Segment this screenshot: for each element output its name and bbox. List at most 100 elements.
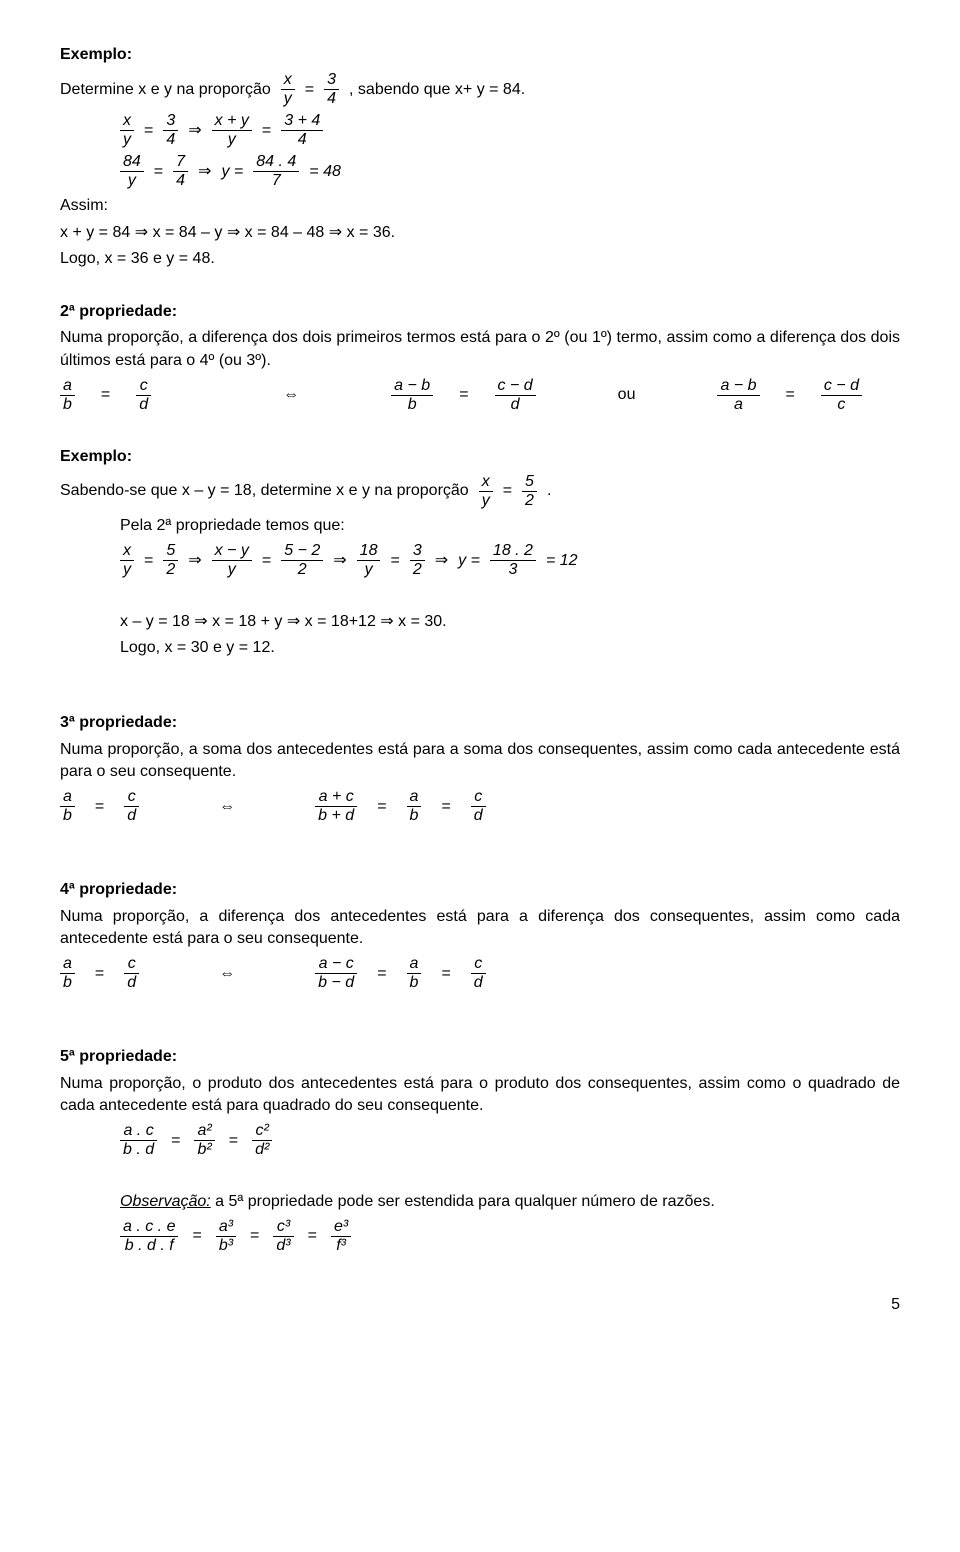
prop5-obs: Observação: a 5ª propriedade pode ser es… <box>120 1191 900 1213</box>
frac: 52 <box>522 474 537 509</box>
frac: cd <box>136 378 151 413</box>
eq: = <box>459 384 468 406</box>
eq: = <box>262 120 271 142</box>
frac: 32 <box>410 543 425 578</box>
frac: 84y <box>120 154 144 189</box>
prop5-text: Numa proporção, o produto dos antecedent… <box>60 1073 900 1118</box>
frac: a . c . eb . d . f <box>120 1219 178 1254</box>
frac: cd <box>471 789 486 824</box>
eq: = <box>95 963 104 985</box>
ex1-intro-pre: Determine x e y na proporção <box>60 79 271 101</box>
frac: a − cb − d <box>315 956 357 991</box>
prop2-formula: ab = cd a − bb = c − dd ou a − ba = c − … <box>60 378 900 413</box>
prop3-heading: 3ª propriedade: <box>60 712 900 734</box>
implies-icon <box>198 161 211 183</box>
page-number: 5 <box>60 1294 900 1316</box>
obs-label: Observação: <box>120 1193 211 1210</box>
frac: 34 <box>163 113 178 148</box>
frac: ab <box>60 956 75 991</box>
frac: a . cb . d <box>120 1123 157 1158</box>
prop5-formula: a . cb . d = a²b² = c²d² <box>120 1123 900 1158</box>
y-eq: y = <box>458 550 480 572</box>
frac: cd <box>471 956 486 991</box>
prop3-formula: ab = cd a + cb + d = ab = cd <box>60 789 900 824</box>
frac: cd <box>124 956 139 991</box>
ex2-intro-pre: Sabendo-se que x – y = 18, determine x e… <box>60 480 469 502</box>
ex2-intro-post: . <box>547 480 551 502</box>
eq: = <box>503 480 512 502</box>
frac: c³d³ <box>273 1219 293 1254</box>
frac: 5 − 22 <box>281 543 323 578</box>
eq: = <box>377 963 386 985</box>
frac: c²d² <box>252 1123 272 1158</box>
frac: a²b² <box>194 1123 214 1158</box>
eq: = <box>250 1225 259 1247</box>
frac: a³b³ <box>216 1219 236 1254</box>
frac: ab <box>60 378 75 413</box>
eq: = <box>441 796 450 818</box>
frac: 74 <box>173 154 188 189</box>
prop2-heading: 2ª propriedade: <box>60 301 900 323</box>
ex1-frac1: xy <box>281 72 295 107</box>
frac: ab <box>407 789 422 824</box>
eq: = <box>377 796 386 818</box>
eq: = <box>262 550 271 572</box>
ex1-step1: xy = 34 x + yy = 3 + 44 <box>120 113 900 148</box>
frac: xy <box>120 543 134 578</box>
frac: e³f³ <box>331 1219 351 1254</box>
eq: = <box>154 161 163 183</box>
y-eq: y = <box>221 161 243 183</box>
eq: = <box>192 1225 201 1247</box>
iff-icon <box>219 963 235 985</box>
ex1-eq1: = <box>305 79 314 101</box>
frac: 18 . 23 <box>490 543 536 578</box>
frac: a − bb <box>391 378 433 413</box>
frac: x + yy <box>212 113 252 148</box>
implies-icon <box>188 120 201 142</box>
frac: a − ba <box>717 378 759 413</box>
frac: ab <box>60 789 75 824</box>
ex1-frac2: 34 <box>324 72 339 107</box>
eq: = <box>144 120 153 142</box>
frac: cd <box>124 789 139 824</box>
ex2-steps: xy = 52 x − yy = 5 − 22 18y = 32 y = 18 … <box>120 543 900 578</box>
obs-text: a 5ª propriedade pode ser estendida para… <box>211 1193 715 1210</box>
prop3-text: Numa proporção, a soma dos antecedentes … <box>60 739 900 784</box>
eq: = <box>390 550 399 572</box>
frac: c − dd <box>495 378 536 413</box>
ex2-heading: Exemplo: <box>60 446 900 468</box>
frac: 52 <box>163 543 178 578</box>
prop5-heading: 5ª propriedade: <box>60 1046 900 1068</box>
ex1-step2: 84y = 74 y = 84 . 47 = 48 <box>120 154 900 189</box>
eq: = <box>229 1130 238 1152</box>
ex1-assim: Assim: <box>60 195 900 217</box>
ex1-line3: x + y = 84 ⇒ x = 84 – y ⇒ x = 84 – 48 ⇒ … <box>60 222 900 244</box>
implies-icon <box>435 550 448 572</box>
frac: xy <box>120 113 134 148</box>
implies-icon <box>333 550 346 572</box>
eq: = <box>144 550 153 572</box>
eq: = <box>308 1225 317 1247</box>
frac: xy <box>479 474 493 509</box>
ex1-heading: Exemplo: <box>60 44 900 66</box>
eq: = <box>786 384 795 406</box>
eq: = <box>101 384 110 406</box>
ou: ou <box>618 384 636 406</box>
implies-icon <box>188 550 201 572</box>
ex1-intro: Determine x e y na proporção xy = 34 , s… <box>60 72 900 107</box>
ex2-line: x – y = 18 ⇒ x = 18 + y ⇒ x = 18+12 ⇒ x … <box>120 611 900 633</box>
frac: a + cb + d <box>315 789 357 824</box>
iff-icon <box>219 796 235 818</box>
frac: 3 + 44 <box>281 113 323 148</box>
ex1-logo: Logo, x = 36 e y = 48. <box>60 248 900 270</box>
eq: = <box>171 1130 180 1152</box>
ex2-intro: Sabendo-se que x – y = 18, determine x e… <box>60 474 900 509</box>
prop4-heading: 4ª propriedade: <box>60 879 900 901</box>
frac: ab <box>407 956 422 991</box>
result: = 12 <box>546 550 578 572</box>
frac: 18y <box>357 543 381 578</box>
eq: = <box>441 963 450 985</box>
prop4-formula: ab = cd a − cb − d = ab = cd <box>60 956 900 991</box>
ex1-intro-post: , sabendo que x+ y = 84. <box>349 79 525 101</box>
prop2-text: Numa proporção, a diferença dos dois pri… <box>60 327 900 372</box>
